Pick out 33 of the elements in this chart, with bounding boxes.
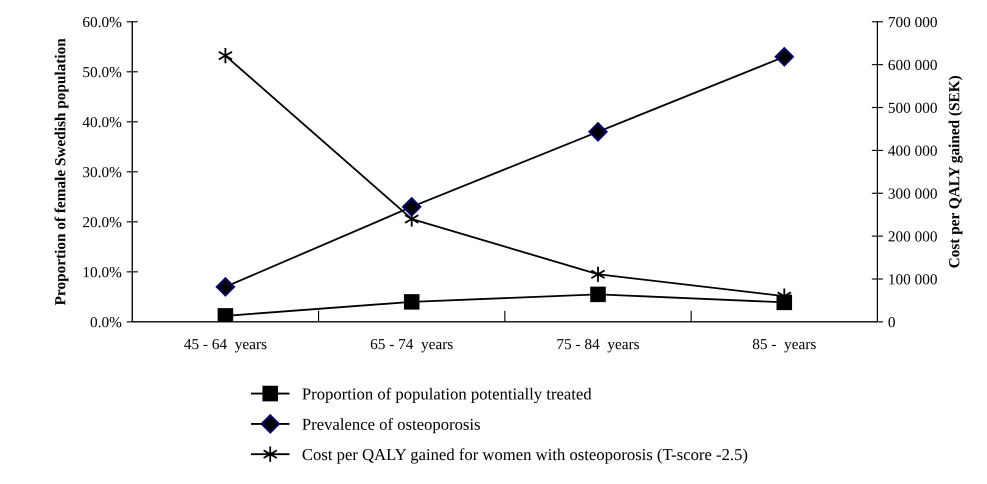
point [404,294,420,310]
y2-tick-label: 300 000 [888,188,937,199]
y2-tick-label: 0 [888,317,895,328]
y-tick-label: 50.0% [83,66,122,78]
y-tick-label: 30.0% [83,166,122,178]
y-tick-label: 10.0% [84,266,122,278]
y-tick-label: 0.0% [90,317,122,328]
y-tick-label: 60.0% [83,16,122,28]
y2-tick-label: 500 000 [888,102,937,113]
x-tick-label: 45 - 64 years [184,338,266,352]
y2-tick-label: 200 000 [888,231,937,242]
point [402,197,422,217]
point [590,266,606,283]
y-axis-title: Proportion of female Swedish population [54,38,68,306]
y2-tick-label: 700 000 [888,16,937,28]
y2-tick-label: 400 000 [888,146,937,156]
y2-tick-label: 600 000 [888,60,937,70]
point [774,47,794,66]
y2-tick-label: 100 000 [889,274,937,284]
legend-label: Prevalence of osteoporosis [302,418,480,434]
point [216,277,236,297]
x-tick-label: 85 - years [752,338,816,352]
y-tick-label: 20.0% [83,216,122,228]
point [218,47,233,64]
legend-label: Proportion of population potentially treated [302,388,592,404]
point [590,286,606,302]
x-tick-label: 75 - 84 years [557,338,640,352]
y-tick-label: 40.0% [82,116,122,128]
point [588,122,608,142]
point [218,308,234,322]
legend-label: Cost per QALY gained for women with osteoporosis (T-score -2.5) [302,448,748,464]
x-tick-label: 65 - 74 years [370,338,453,352]
y2-axis-title: Cost per QALY gained (SEK) [948,76,963,268]
